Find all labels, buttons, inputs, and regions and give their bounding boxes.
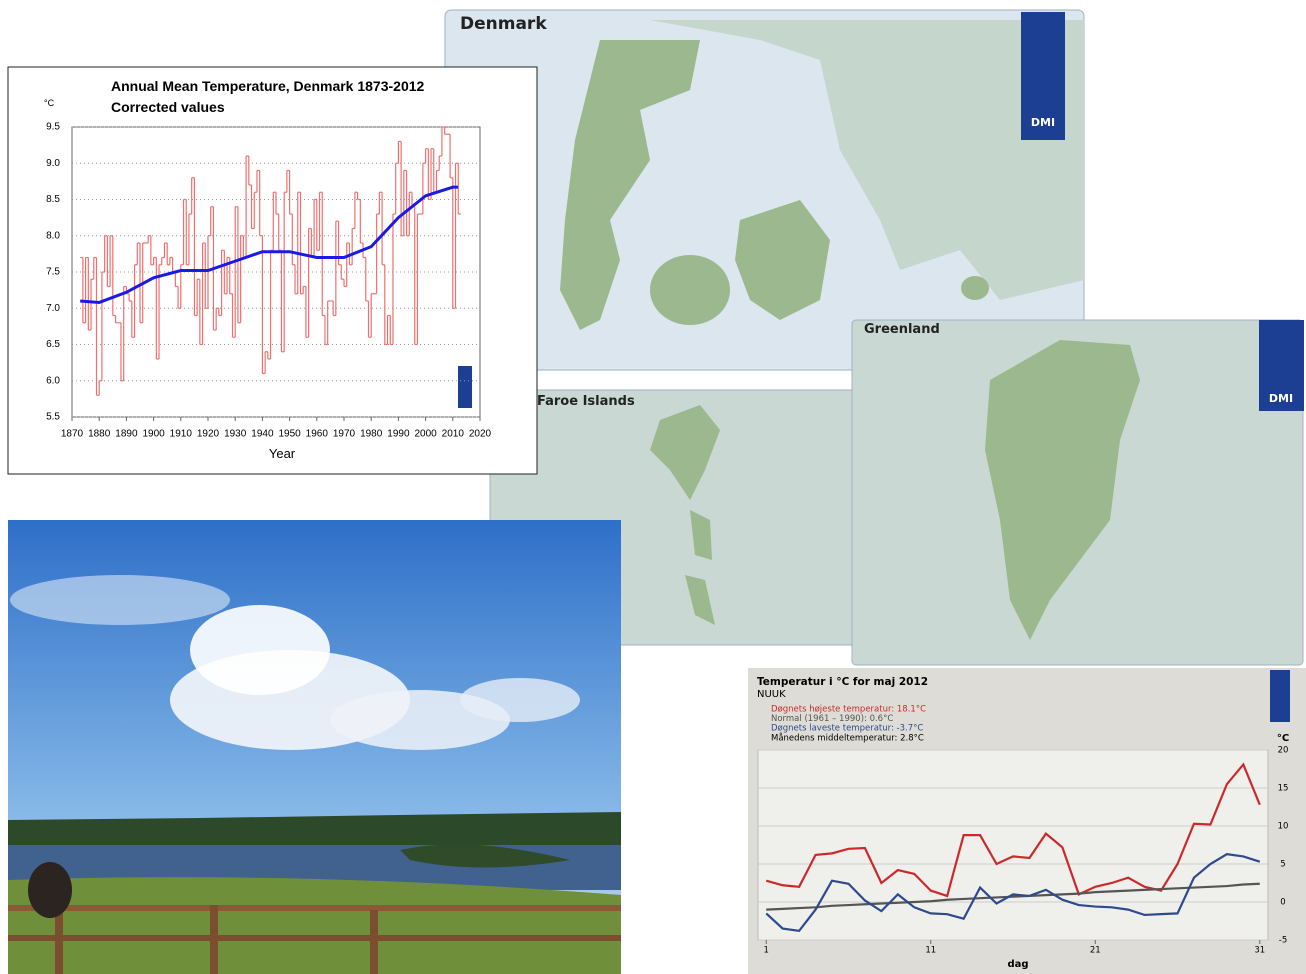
x-label: dag: [1007, 959, 1028, 970]
x-tick-label: 1930: [224, 429, 247, 440]
legend-note: Månedens middeltemperatur: 2.8°C: [771, 733, 924, 744]
x-tick-label: 1920: [197, 429, 220, 440]
y-unit: °C: [44, 98, 55, 108]
x-tick-label: 1910: [170, 429, 193, 440]
landscape-photo: [8, 520, 621, 974]
map-title: Greenland: [864, 322, 940, 337]
y-unit: °C: [1277, 733, 1289, 744]
legend-entry: Døgnets højeste temperatur: 18.1°C: [771, 705, 926, 715]
dmi-logo: [1270, 670, 1290, 722]
chart-nuuk: Temperatur i °C for maj 2012 NUUK Månede…: [748, 668, 1306, 974]
x-tick-label: 2020: [469, 429, 492, 440]
x-tick-label: 1: [764, 946, 769, 956]
x-tick-label: 1870: [61, 429, 84, 440]
map-title: Denmark: [460, 14, 547, 34]
y-tick-label: 7.0: [46, 303, 60, 314]
x-tick-label: 1880: [88, 429, 111, 440]
x-tick-label: 21: [1090, 946, 1101, 956]
chart-title: Annual Mean Temperature, Denmark 1873-20…: [111, 78, 425, 94]
logo-text: DMI: [1031, 116, 1055, 129]
y-tick-label: 5: [1280, 860, 1285, 870]
y-tick-label: 9.0: [46, 158, 60, 169]
x-tick-label: 11: [925, 946, 936, 956]
map-title: Faroe Islands: [537, 394, 635, 409]
collage: Denmark DMI Faroe Islands Greenland DMI …: [0, 0, 1306, 974]
x-tick-label: 1950: [278, 429, 301, 440]
x-tick-label: 1990: [387, 429, 410, 440]
y-tick-label: 0: [1280, 898, 1285, 908]
y-tick-label: 10: [1278, 822, 1289, 832]
y-tick-label: 9.5: [46, 122, 60, 133]
legend-entry: Normal (1961 – 1990): 0.6°C: [771, 714, 893, 724]
greenland-map: Greenland DMI: [852, 320, 1304, 665]
x-tick-label: 31: [1254, 946, 1265, 956]
chart-title: Temperatur i °C for maj 2012: [757, 676, 928, 688]
x-tick-label: 1960: [306, 429, 329, 440]
x-tick-label: 1890: [115, 429, 138, 440]
y-tick-label: 5.5: [46, 412, 60, 423]
logo-text: DMI: [1269, 392, 1293, 405]
y-tick-label: 8.0: [46, 230, 60, 241]
x-label: Year: [269, 446, 296, 461]
y-tick-label: 6.0: [46, 375, 60, 386]
chart-annual: Annual Mean Temperature, Denmark 1873-20…: [8, 67, 537, 474]
y-tick-label: 8.5: [46, 194, 60, 205]
x-tick-label: 1940: [251, 429, 274, 440]
x-tick-label: 2010: [442, 429, 465, 440]
legend-entry: Døgnets laveste temperatur: -3.7°C: [771, 724, 923, 734]
denmark-map: Denmark DMI: [445, 10, 1084, 370]
x-tick-label: 2000: [414, 429, 437, 440]
x-tick-label: 1900: [142, 429, 165, 440]
chart-subtitle: NUUK: [757, 689, 786, 700]
y-tick-label: 20: [1278, 746, 1289, 756]
x-tick-label: 1980: [360, 429, 383, 440]
dmi-logo: [458, 366, 472, 408]
chart-subtitle: Corrected values: [111, 99, 225, 115]
y-tick-label: 15: [1278, 784, 1289, 794]
x-tick-label: 1970: [333, 429, 356, 440]
y-tick-label: 6.5: [46, 339, 60, 350]
y-tick-label: -5: [1279, 936, 1287, 946]
y-tick-label: 7.5: [46, 267, 60, 278]
